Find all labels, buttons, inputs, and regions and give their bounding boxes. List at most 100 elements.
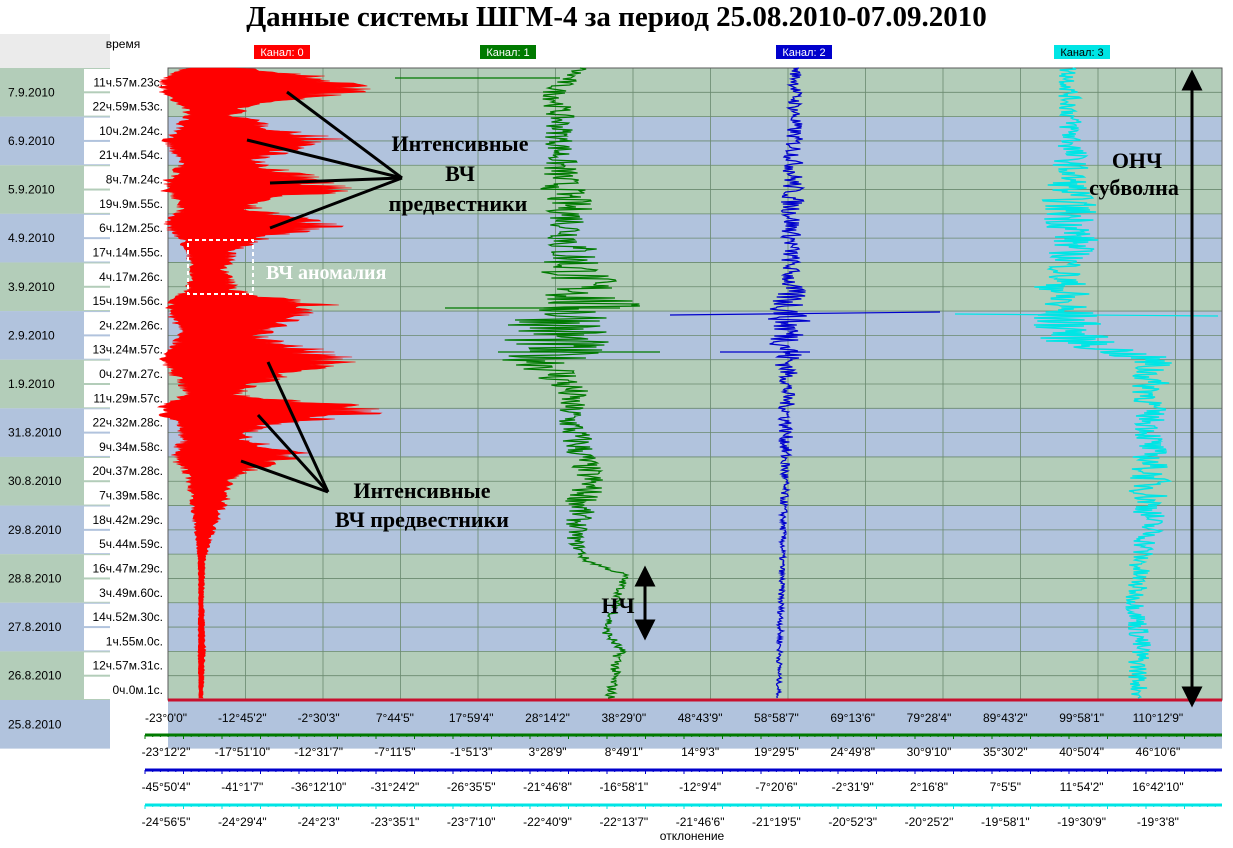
x-tick-label: -36°12'10" xyxy=(291,780,346,794)
x-tick-label: -24°29'4" xyxy=(218,815,267,829)
x-tick-label: 7°5'5" xyxy=(990,780,1021,794)
time-label: 5ч.44м.59с. xyxy=(99,537,163,551)
legend-Канал: 2: Канал: 2 xyxy=(776,45,832,59)
time-label: 1ч.55м.0с. xyxy=(106,634,163,648)
time-label: 18ч.42м.29с. xyxy=(92,513,163,527)
x-tick-label: 2°16'8" xyxy=(910,780,948,794)
time-label-bg xyxy=(84,336,165,359)
legend-swatch xyxy=(254,45,310,59)
x-tick-label: 7°44'5" xyxy=(376,711,414,725)
x-tick-label: -41°1'7" xyxy=(221,780,263,794)
page-title: Данные системы ШГМ-4 за период 25.08.201… xyxy=(246,1,987,33)
trace-channel-3 xyxy=(1033,67,1173,699)
time-label-bg xyxy=(84,312,165,335)
time-label: 7ч.39м.58с. xyxy=(99,489,163,503)
x-tick-label: 58°58'7" xyxy=(754,711,799,725)
date-label: 25.8.2010 xyxy=(8,717,62,731)
x-tick-label: -19°58'1" xyxy=(981,815,1030,829)
x-tick-label: 11°54'2" xyxy=(1060,780,1104,794)
annotation-hf-precursors-top-line-1: Интенсивные xyxy=(392,131,529,156)
legend-Канал: 1: Канал: 1 xyxy=(480,45,536,59)
trace-channel-0 xyxy=(156,67,383,699)
x-axis-label: отклонение xyxy=(660,829,725,843)
x-tick-label: 8°49'1" xyxy=(605,745,643,759)
time-label: 13ч.24м.57с. xyxy=(92,343,163,357)
legend-Канал: 3: Канал: 3 xyxy=(1054,45,1110,59)
x-tick-label: -19°30'9" xyxy=(1057,815,1106,829)
x-tick-label: -19°3'8" xyxy=(1137,815,1179,829)
pointer-lines-bottom xyxy=(240,361,330,494)
x-tick-label: -22°13'7" xyxy=(599,815,648,829)
annotation-hf-precursors-top-line-3: предвестники xyxy=(389,191,528,216)
time-label: 17ч.14м.55с. xyxy=(92,245,163,259)
x-tick-label: -23°7'10" xyxy=(447,815,496,829)
x-tick-label: 79°28'4" xyxy=(907,711,952,725)
x-tick-label: -2°30'3" xyxy=(298,711,340,725)
time-label: 22ч.32м.28с. xyxy=(92,416,163,430)
legend-label: Канал: 0 xyxy=(260,47,303,59)
time-label: 12ч.57м.31с. xyxy=(92,659,163,673)
pointer-lines-top xyxy=(246,90,403,230)
time-label-bg xyxy=(84,141,165,165)
annotation-hf-precursors-bottom-line-2: ВЧ предвестники xyxy=(335,507,509,532)
annotation-ulf-line-2: субволна xyxy=(1089,175,1179,200)
x-tick-label: 3°28'9" xyxy=(528,745,566,759)
time-label: 0ч.0м.1с. xyxy=(112,683,163,697)
date-label: 2.9.2010 xyxy=(8,328,55,342)
time-label-bg xyxy=(84,409,165,432)
date-label: 1.9.2010 xyxy=(8,377,55,391)
x-tick-label: -31°24'2" xyxy=(371,780,420,794)
x-tick-label: 24°49'8" xyxy=(830,745,875,759)
x-tick-label: -26°35'5" xyxy=(447,780,496,794)
x-tick-label: -24°56'5" xyxy=(142,815,191,829)
time-label-bg xyxy=(84,69,165,92)
time-label-bg xyxy=(84,287,165,311)
x-tick-label: -45°50'4" xyxy=(142,780,191,794)
legend-label: Канал: 3 xyxy=(1060,47,1103,59)
x-tick-label: -21°19'5" xyxy=(752,815,801,829)
time-label-bg xyxy=(84,166,165,189)
date-label: 3.9.2010 xyxy=(8,280,55,294)
time-label-bg xyxy=(84,482,165,505)
x-tick-label: -21°46'6" xyxy=(676,815,725,829)
trace-channel-2-spike xyxy=(669,311,941,316)
x-tick-label: 35°30'2" xyxy=(983,745,1028,759)
x-tick-label: 99°58'1" xyxy=(1059,711,1104,725)
date-label: 4.9.2010 xyxy=(8,231,55,245)
time-label-bg xyxy=(84,214,165,238)
hf-anomaly-box xyxy=(187,239,254,295)
time-label: 4ч.17м.26с. xyxy=(99,270,163,284)
trace-channel-2 xyxy=(768,67,811,699)
side-band-25.8.2010 xyxy=(0,700,110,749)
x-tick-label: 48°43'9" xyxy=(678,711,723,725)
x-tick-label: -17°51'10" xyxy=(215,745,270,759)
time-label-bg xyxy=(84,385,165,408)
x-tick-label: -20°25'2" xyxy=(905,815,954,829)
x-tick-label: -12°45'2" xyxy=(218,711,267,725)
legend-swatch xyxy=(1054,45,1110,59)
x-tick-label: -16°58'1" xyxy=(599,780,648,794)
time-label-bg xyxy=(84,433,165,456)
x-tick-label: -1°51'3" xyxy=(450,745,492,759)
x-tick-label: 46°10'6" xyxy=(1136,745,1181,759)
time-label-bg xyxy=(84,603,165,627)
x-tick-label: -12°31'7" xyxy=(294,745,343,759)
time-label: 22ч.59м.53с. xyxy=(92,100,163,114)
x-tick-label: -20°52'3" xyxy=(828,815,877,829)
date-label: 28.8.2010 xyxy=(8,571,62,585)
time-label-bg xyxy=(84,628,165,651)
x-tick-label: -22°40'9" xyxy=(523,815,572,829)
trace-channel-1 xyxy=(502,67,640,699)
time-label: 8ч.7м.24с. xyxy=(106,173,163,187)
x-tick-label: 28°14'2" xyxy=(525,711,570,725)
annotation-hf-anomaly: ВЧ аномалия xyxy=(266,262,387,284)
date-label: 26.8.2010 xyxy=(8,669,62,683)
time-label-bg xyxy=(84,190,165,213)
time-label: 21ч.4м.54с. xyxy=(99,148,163,162)
x-tick-label: 30°9'10" xyxy=(907,745,952,759)
x-tick-label: -24°2'3" xyxy=(298,815,340,829)
time-label: 19ч.9м.55с. xyxy=(99,197,163,211)
time-label: 14ч.52м.30с. xyxy=(92,610,163,624)
x-tick-label: 110°12'9" xyxy=(1133,711,1184,725)
